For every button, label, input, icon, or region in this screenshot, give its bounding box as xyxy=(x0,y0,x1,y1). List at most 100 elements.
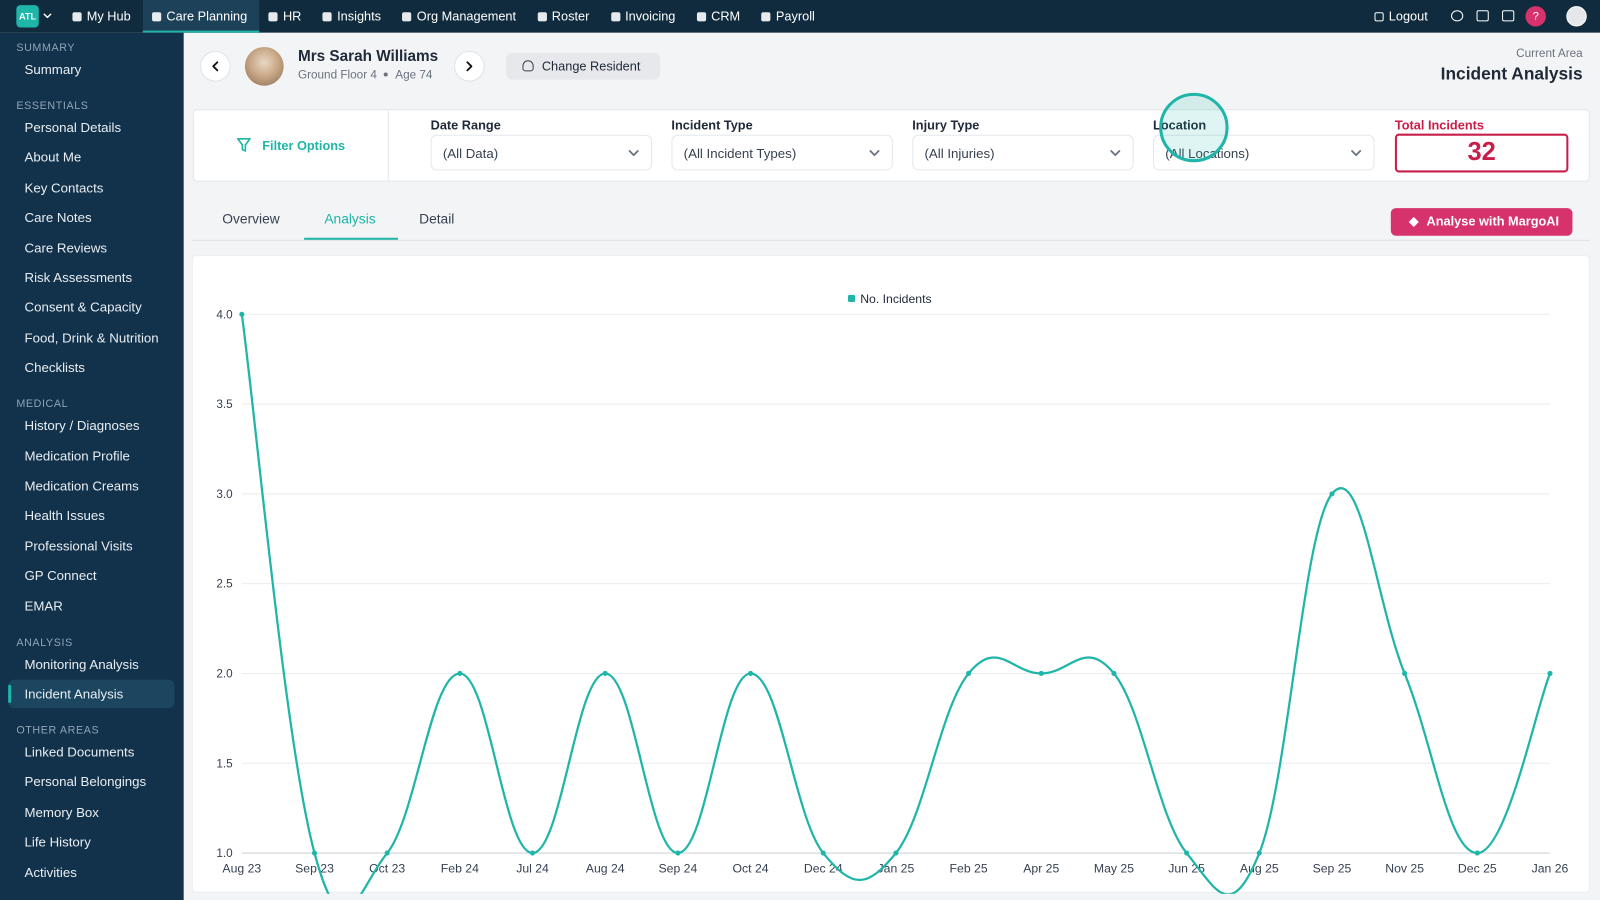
nav-arrow-button[interactable] xyxy=(199,51,231,82)
nav-item[interactable]: My Hub xyxy=(63,0,143,33)
top-icon[interactable] xyxy=(1451,10,1464,22)
sidebar-item[interactable]: Health Issues xyxy=(24,508,105,524)
nav-icon xyxy=(322,12,332,22)
chevron-icon xyxy=(869,150,880,157)
data-point xyxy=(1402,670,1408,677)
total-box: 32 xyxy=(1394,133,1569,173)
sidebar-item[interactable]: Personal Details xyxy=(24,119,122,136)
filter-select[interactable]: (All Data) xyxy=(430,134,653,171)
x-tick-label: Aug 24 xyxy=(586,861,625,875)
sidebar-item[interactable]: Food, Drink & Nutrition xyxy=(24,329,159,346)
sidebar-item[interactable]: Monitoring Analysis xyxy=(24,656,139,672)
data-point xyxy=(893,850,899,856)
nav-label: HR xyxy=(282,9,302,24)
filter-select[interactable]: (All Incident Types) xyxy=(671,134,893,171)
nav-label: Roster xyxy=(551,9,590,24)
nav-item[interactable]: Care Planning xyxy=(142,0,260,33)
legend-label: No. Incidents xyxy=(860,292,931,306)
top-icon[interactable] xyxy=(1502,10,1515,22)
nav-icon xyxy=(152,12,162,22)
data-point xyxy=(384,850,390,856)
sidebar-item[interactable]: Activities xyxy=(24,864,77,880)
sidebar-item[interactable]: Medication Creams xyxy=(24,478,139,494)
change-resident-button[interactable]: Change Resident xyxy=(506,53,661,80)
nav-arrow-button[interactable] xyxy=(454,51,485,82)
data-point xyxy=(1329,491,1335,497)
sidebar-item[interactable]: Life History xyxy=(24,834,91,850)
chevron-icon xyxy=(1110,150,1121,157)
sidebar-item[interactable]: Medication Profile xyxy=(24,448,130,464)
nav-item[interactable]: HR xyxy=(259,0,313,33)
nav-label: Care Planning xyxy=(166,9,248,24)
y-tick-label: 1.5 xyxy=(216,757,233,770)
sidebar-item[interactable]: Linked Documents xyxy=(24,744,135,760)
sidebar-item[interactable]: About Me xyxy=(24,149,82,166)
y-tick-label: 3.5 xyxy=(216,398,233,411)
sidebar-item[interactable]: GP Connect xyxy=(24,568,97,584)
x-tick-label: Feb 25 xyxy=(950,861,988,875)
logout-icon xyxy=(1374,12,1384,22)
nav-item[interactable]: Org Management xyxy=(393,0,528,33)
data-point xyxy=(457,670,463,677)
nav-item[interactable]: Insights xyxy=(314,0,394,33)
filter-icon-path xyxy=(236,137,251,152)
sparkle-icon xyxy=(1408,216,1419,227)
person-icon xyxy=(522,60,534,72)
top-icon[interactable] xyxy=(1476,10,1489,22)
help-button[interactable]: ? xyxy=(1525,6,1546,27)
data-point xyxy=(1111,670,1117,677)
y-tick-label: 4.0 xyxy=(216,308,233,321)
tab[interactable]: Detail xyxy=(419,211,455,227)
nav-icon xyxy=(610,12,620,22)
sidebar-item[interactable]: History / Diagnoses xyxy=(24,418,140,434)
chevron-path xyxy=(628,150,639,157)
sidebar-item[interactable]: EMAR xyxy=(24,598,63,614)
logo[interactable]: ATL xyxy=(16,5,39,28)
nav-item[interactable]: Roster xyxy=(528,0,601,33)
sidebar-item[interactable]: Memory Box xyxy=(24,804,99,820)
sidebar-item[interactable]: Care Reviews xyxy=(24,239,108,256)
separator-dot xyxy=(384,72,389,77)
sidebar-item[interactable]: Checklists xyxy=(24,359,85,376)
x-tick-label: Jan 26 xyxy=(1532,861,1569,875)
nav-item[interactable]: Payroll xyxy=(752,0,827,33)
logout-label: Logout xyxy=(1388,9,1428,24)
nav-item[interactable]: Invoicing xyxy=(602,0,688,33)
total-label: Total Incidents xyxy=(1394,118,1484,133)
chevron-icon xyxy=(212,61,219,72)
x-tick-label: Aug 23 xyxy=(222,861,261,875)
chevron-icon xyxy=(466,61,473,72)
sidebar-item[interactable]: Summary xyxy=(24,61,82,78)
x-tick-label: Nov 25 xyxy=(1385,861,1424,875)
cursor-highlight xyxy=(1159,92,1229,163)
nav-icon xyxy=(72,12,82,22)
nav-item[interactable]: CRM xyxy=(688,0,753,33)
resident-photo xyxy=(244,46,284,86)
nav-label: Invoicing xyxy=(625,9,676,24)
chevron-path xyxy=(1351,150,1362,157)
nav-icon xyxy=(268,12,278,22)
sidebar-section-title: ESSENTIALS xyxy=(16,99,89,113)
sidebar-section-title: SUMMARY xyxy=(16,41,76,55)
sidebar-item[interactable]: Consent & Capacity xyxy=(24,299,142,316)
data-point xyxy=(529,850,536,856)
tab[interactable]: Overview xyxy=(222,211,280,227)
analyse-button[interactable]: Analyse with MargoAI xyxy=(1390,208,1573,236)
x-tick-label: Feb 24 xyxy=(441,861,479,875)
sidebar-item[interactable]: Risk Assessments xyxy=(24,269,133,286)
resident-name: Mrs Sarah Williams xyxy=(297,47,439,66)
legend-swatch xyxy=(847,294,856,303)
filter-options[interactable]: Filter Options xyxy=(236,137,345,153)
sidebar-item[interactable]: Personal Belongings xyxy=(24,774,147,790)
sidebar-item[interactable]: Key Contacts xyxy=(24,179,104,196)
sidebar-item[interactable]: Incident Analysis xyxy=(24,686,124,702)
logout[interactable]: Logout xyxy=(1374,0,1428,33)
sidebar-item[interactable]: Professional Visits xyxy=(24,538,133,554)
filter-select[interactable]: (All Injuries) xyxy=(912,134,1134,171)
top-nav: ATL My Hub Care Planning HR Insights Org Mana… xyxy=(0,0,1600,33)
user-avatar[interactable] xyxy=(1566,6,1587,27)
sidebar-item[interactable]: Care Notes xyxy=(24,209,92,226)
data-point xyxy=(1474,850,1480,856)
tab[interactable]: Analysis xyxy=(324,211,376,227)
